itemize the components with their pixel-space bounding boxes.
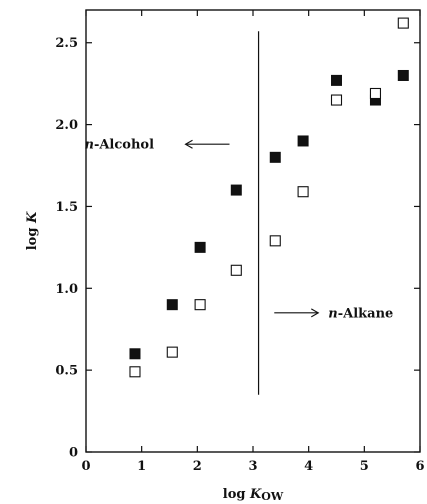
data-point-open [297,186,309,198]
annotation-alcohol: n-Alcohol [85,138,155,153]
data-point-filled [269,151,281,163]
data-point-open [194,299,206,311]
data-point-filled [397,69,409,81]
y-axis-label: log K [25,211,40,250]
arrowhead-left-icon [184,139,193,149]
x-tick-label: 5 [360,459,369,474]
data-point-open [369,87,382,100]
data-point-open [166,346,178,358]
data-point-open [269,235,281,247]
data-point-open [397,17,409,29]
data-point-filled [230,184,242,196]
annotation-alkane: n-Alkane [328,306,393,321]
data-point-filled [297,135,309,147]
x-tick-label: 0 [81,459,90,474]
x-tick-label: 1 [137,459,146,474]
x-axis-label: log KOW [223,487,284,503]
x-tick-label: 6 [415,459,424,474]
x-tick-label: 3 [248,459,257,474]
data-point-filled [331,74,342,86]
data-point-open [330,94,343,106]
data-point-filled [166,299,178,311]
x-tick-label: 2 [193,459,202,474]
y-tick-label: 2.0 [55,118,78,133]
data-point-open [230,264,242,276]
data-point-open [129,366,141,378]
data-point-filled [194,241,206,253]
y-tick-label: 0.5 [55,364,78,379]
plot-frame [85,9,421,453]
y-tick-label: 1.5 [55,200,78,215]
data-point-filled [129,348,141,360]
x-tick-label: 4 [304,459,313,474]
arrowhead-right-icon [310,308,320,318]
y-tick-label: 0 [69,446,78,461]
y-tick-label: 2.5 [55,36,78,51]
y-tick-label: 1.0 [55,282,78,297]
